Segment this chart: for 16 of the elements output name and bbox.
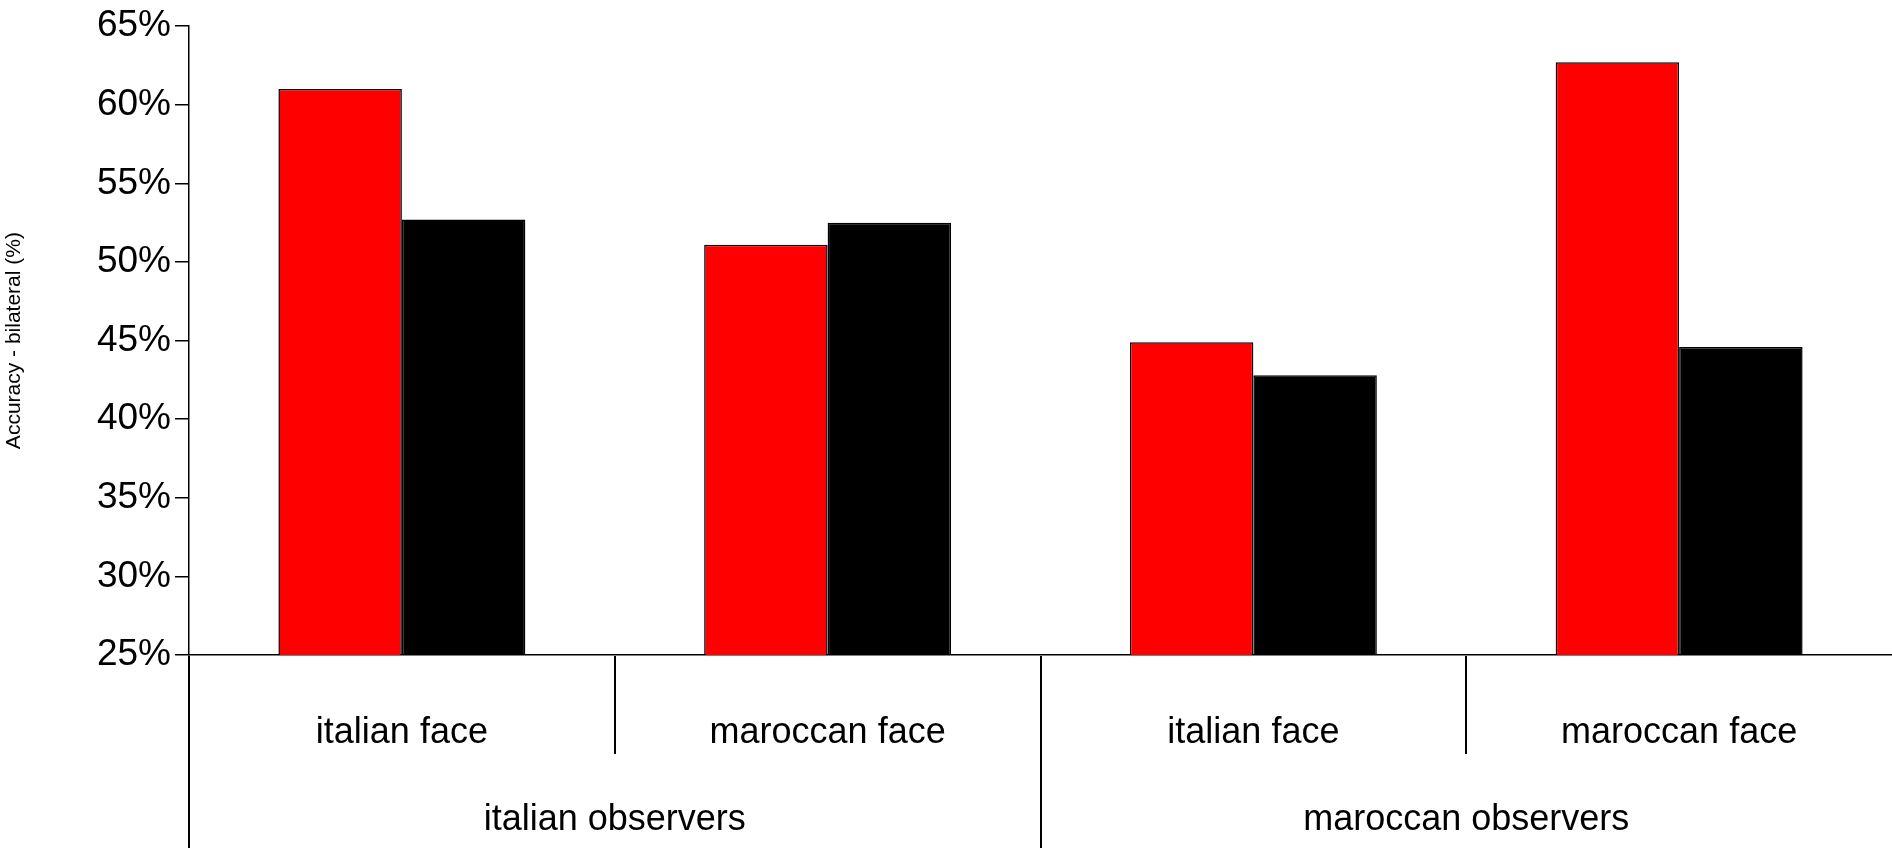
x-tick-label: maroccan face: [709, 709, 946, 751]
y-tick-label: 40%: [96, 396, 171, 438]
y-tick-label: 50%: [96, 239, 171, 281]
x-tick-label: maroccan face: [1561, 709, 1798, 751]
text: italian observers: [483, 796, 746, 838]
x-tick-label: italian face: [1167, 709, 1340, 751]
y-tick-label: 30%: [96, 553, 171, 595]
y-axis-title: Accuracy - bilateral (%): [1, 232, 25, 450]
y-tick-label: 55%: [96, 160, 171, 202]
y-tick-label: 25%: [96, 632, 171, 674]
text: maroccan observers: [1303, 796, 1630, 838]
y-tick-label: 60%: [96, 82, 171, 123]
x-tick-label: italian face: [315, 709, 488, 751]
y-tick-label: 65%: [96, 3, 171, 45]
y-tick-label: 35%: [96, 475, 171, 516]
y-tick-label: 45%: [96, 317, 171, 359]
